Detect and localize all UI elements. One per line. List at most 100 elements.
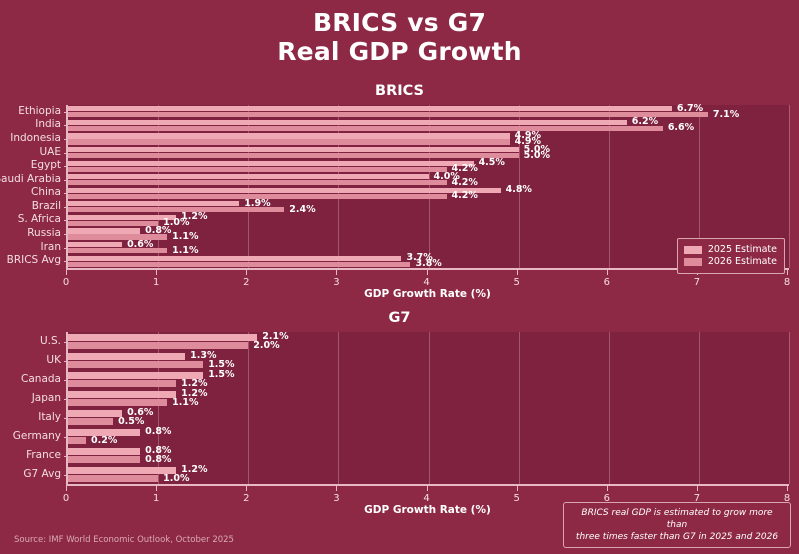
- g7-category-tick: [64, 417, 68, 419]
- brics-axis-tick-label: 2: [243, 277, 250, 288]
- brics-bar-value-label: 4.0%: [433, 170, 460, 182]
- g7-bar-value-label: 1.3%: [190, 350, 217, 362]
- brics-gridline: [789, 105, 790, 268]
- brics-bar-2026: [68, 112, 708, 118]
- brics-plot-wrap: Ethiopia 6.7% 7.1% India 6.2% 6.6% Indonesia 4.…: [0, 103, 791, 300]
- brics-category-row: Indonesia 4.9% 4.9%: [10, 129, 789, 146]
- g7-axis-tick: [156, 486, 158, 491]
- g7-category-tick: [64, 474, 68, 476]
- brics-category-row: China 4.8% 4.2%: [31, 184, 789, 202]
- callout-line-2: three times faster than G7 in 2025 and 2…: [575, 532, 779, 542]
- brics-bar-value-label: 4.8%: [505, 184, 532, 196]
- g7-axis-tick: [696, 486, 698, 491]
- g7-axis-tick-label: 4: [423, 493, 430, 504]
- brics-bar-2026: [68, 207, 285, 213]
- g7-category-row: Canada 1.5% 1.2%: [21, 370, 789, 389]
- brics-gridline: [608, 105, 610, 268]
- brics-bar-value-label: 1.1%: [172, 231, 199, 243]
- g7-bar-value-label: 2.1%: [262, 331, 289, 343]
- brics-category-row: UAE 5.0% 5.0%: [39, 144, 789, 161]
- g7-category-row: U.S. 2.1% 2.0%: [40, 331, 789, 351]
- g7-bar-2026: [68, 437, 87, 445]
- g7-category-row: Germany 0.8% 0.2%: [13, 426, 789, 446]
- brics-bar-value-label: 6.2%: [631, 116, 659, 128]
- legend-item-2026: 2026 Estimate: [683, 256, 777, 267]
- brics-bar-2026: [68, 139, 510, 145]
- legend-swatch-2025: [683, 245, 702, 254]
- g7-gridline: [789, 332, 790, 484]
- brics-axis-tick-label: 4: [423, 277, 430, 288]
- brics-bar-value-label: 4.9%: [514, 129, 541, 141]
- g7-axis-tick: [426, 486, 428, 491]
- g7-bar-value-label: 1.2%: [181, 388, 208, 400]
- brics-category-tick: [64, 247, 68, 249]
- brics-category-label: India: [35, 118, 61, 131]
- g7-category-tick: [64, 436, 68, 438]
- brics-gridline: [158, 105, 160, 268]
- g7-category-label: G7 Avg: [23, 467, 61, 480]
- g7-bar-value-label: 2.0%: [253, 339, 280, 351]
- brics-category-row: BRICS Avg 3.7% 3.8%: [7, 252, 789, 269]
- g7-x-axis: GDP Growth Rate (%) 0 1 2 3 4 5 6 7 8: [63, 484, 791, 516]
- legend-label-2026: 2026 Estimate: [707, 256, 777, 267]
- brics-axis-tick: [516, 270, 518, 275]
- brics-category-row: Egypt 4.5% 4.2%: [31, 158, 789, 175]
- g7-axis-tick-label: 3: [333, 493, 340, 504]
- g7-bar-value-label: 1.1%: [172, 396, 199, 408]
- brics-bar-value-label: 1.2%: [181, 211, 208, 223]
- g7-bar-value-label: 0.6%: [127, 407, 154, 419]
- brics-category-row: India 6.2% 6.6%: [35, 116, 789, 133]
- brics-bar-value-label: 3.7%: [406, 252, 433, 264]
- title-line-1: BRICS vs G7: [312, 8, 487, 37]
- g7-bar-value-label: 0.8%: [145, 426, 172, 438]
- brics-category-label: China: [31, 186, 61, 199]
- g7-axis-tick: [246, 486, 248, 491]
- g7-gridline: [158, 332, 160, 484]
- brics-category-tick: [64, 111, 68, 113]
- brics-category-tick: [64, 234, 68, 236]
- g7-axis-tick: [606, 486, 608, 491]
- g7-gridline: [698, 332, 700, 484]
- g7-category-row: Japan 1.2% 1.1%: [32, 388, 789, 408]
- brics-axis-tick: [246, 270, 248, 275]
- brics-bar-value-label: 7.1%: [712, 108, 740, 120]
- brics-axis-tick: [66, 270, 67, 275]
- brics-gridline: [698, 105, 700, 268]
- brics-gridline: [338, 105, 340, 268]
- brics-category-tick: [64, 261, 68, 263]
- g7-category-label: Italy: [38, 410, 61, 423]
- legend-label-2025: 2025 Estimate: [707, 244, 777, 255]
- g7-chart-panel: G7 U.S. 2.1% 2.0% UK 1.3% 1.5% Canada 1.5% 1.2% J…: [0, 310, 799, 525]
- brics-bar-value-label: 1.1%: [172, 244, 199, 256]
- brics-axis-tick-label: 5: [513, 277, 520, 288]
- g7-axis-tick-label: 8: [783, 493, 791, 504]
- brics-bar-value-label: 4.2%: [451, 190, 478, 202]
- g7-bar-2026: [68, 361, 204, 369]
- g7-gridline: [338, 332, 340, 484]
- brics-bar-2025: [68, 187, 501, 193]
- brics-bar-2026: [68, 152, 519, 159]
- brics-bar-value-label: 4.2%: [451, 163, 478, 175]
- g7-bar-value-label: 1.0%: [163, 472, 190, 484]
- brics-category-label: Ethiopia: [18, 104, 61, 117]
- brics-bar-value-label: 5.0%: [523, 149, 550, 161]
- brics-axis-tick: [787, 270, 788, 275]
- brics-bar-2025: [68, 174, 429, 180]
- g7-gridline: [518, 332, 520, 484]
- g7-bar-2026: [68, 399, 168, 407]
- brics-axis-tick: [606, 270, 608, 275]
- brics-category-tick: [64, 138, 68, 140]
- callout-line-1: BRICS real GDP is estimated to grow more…: [581, 508, 773, 530]
- source-note: Source: IMF World Economic Outlook, Octo…: [14, 535, 234, 545]
- brics-axis-tick-label: 8: [783, 277, 791, 288]
- g7-plot-area: U.S. 2.1% 2.0% UK 1.3% 1.5% Canada 1.5% 1.2% Japa…: [13, 331, 790, 484]
- brics-bar-2026: [68, 220, 159, 226]
- brics-bar-2025: [68, 242, 123, 248]
- brics-bar-2026: [68, 180, 447, 186]
- g7-axis-tick-label: 7: [693, 493, 701, 504]
- g7-category-row: Italy 0.6% 0.5%: [38, 407, 789, 427]
- brics-bar-2026: [68, 248, 168, 254]
- g7-gridline: [428, 332, 430, 484]
- g7-bar-2025: [68, 409, 123, 417]
- g7-bar-2025: [68, 428, 141, 436]
